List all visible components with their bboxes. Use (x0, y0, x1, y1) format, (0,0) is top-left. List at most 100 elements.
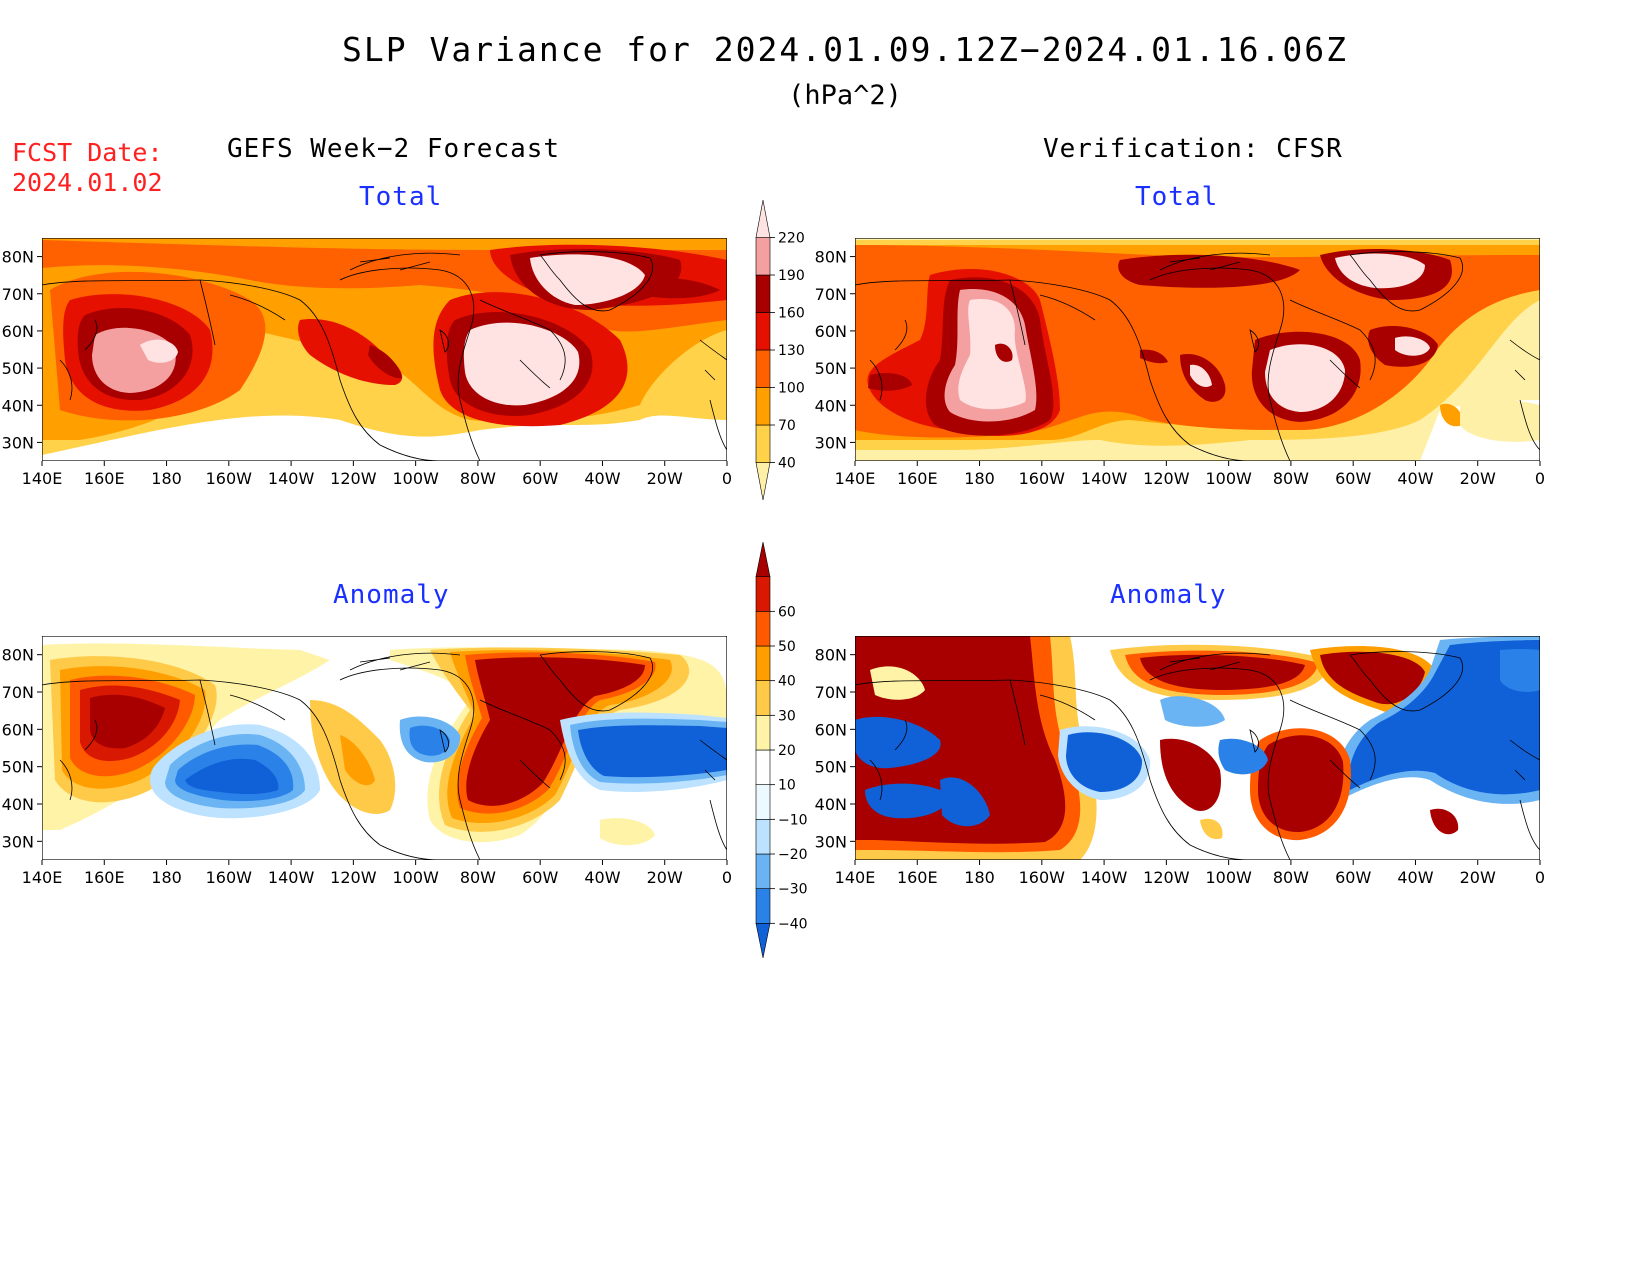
colorbar-total: 40 70 100 130 160 190 220 (755, 199, 805, 501)
lat-tick-label: 40N (815, 795, 847, 814)
lon-tick-label: 180 (151, 868, 182, 887)
lon-tick-label: 40W (584, 469, 620, 488)
lat-tick-label: 60N (815, 322, 847, 341)
panel-title-top-right: Total (1135, 182, 1219, 212)
colorbar-swatch (755, 462, 771, 501)
lon-tick-label: 180 (151, 469, 182, 488)
lat-tick-label: 30N (2, 832, 34, 851)
colorbar-swatch (755, 199, 771, 238)
map-panel-bottom-right (855, 636, 1540, 860)
colorbar-label: −10 (778, 812, 808, 828)
lon-tick-label: 140W (1081, 469, 1128, 488)
colorbar-swatch (755, 680, 771, 716)
lat-tick-label: 80N (2, 646, 34, 665)
lon-tick-label: 80W (1273, 469, 1309, 488)
colorbar-label: −20 (778, 847, 808, 863)
lon-tick-label: 160E (84, 868, 125, 887)
colorbar-label: −40 (778, 916, 808, 932)
lat-tick-label: 30N (815, 832, 847, 851)
colorbar-swatch (755, 645, 771, 681)
lon-tick-label: 0 (1535, 469, 1545, 488)
lon-tick-label: 20W (647, 868, 683, 887)
lon-tick-label: 80W (460, 469, 496, 488)
lon-tick-label: 100W (1205, 469, 1252, 488)
colorbar-swatch (755, 387, 771, 426)
coastlines-top-right (855, 251, 1540, 461)
lat-tick-label: 40N (2, 396, 34, 415)
lon-tick-label: 120W (330, 868, 377, 887)
lon-tick-label: 40W (1397, 469, 1433, 488)
lat-tick-label: 80N (815, 248, 847, 267)
colorbar-label: −30 (778, 882, 808, 898)
lat-tick-label: 60N (2, 720, 34, 739)
lon-tick-label: 120W (1143, 868, 1190, 887)
panel-title-top-left: Total (359, 182, 443, 212)
colorbar-swatch (755, 424, 771, 463)
lon-tick-label: 60W (1335, 868, 1371, 887)
colorbar-label: 70 (778, 418, 796, 434)
lat-tick-label: 30N (2, 433, 34, 452)
colorbar-swatch (755, 237, 771, 276)
colorbar-swatch (755, 576, 771, 612)
lon-tick-label: 140W (268, 868, 315, 887)
lon-tick-label: 60W (522, 868, 558, 887)
lon-tick-label: 40W (584, 868, 620, 887)
colorbar-swatch (755, 888, 771, 924)
colorbar-swatch (755, 611, 771, 647)
lat-tick-label: 70N (2, 683, 34, 702)
colorbar-swatch (755, 853, 771, 889)
lat-tick-label: 50N (2, 758, 34, 777)
lon-tick-label: 180 (964, 868, 995, 887)
lon-tick-label: 0 (722, 868, 732, 887)
colorbar-swatch (755, 312, 771, 351)
lon-tick-label: 80W (1273, 868, 1309, 887)
colorbar-label: 130 (778, 343, 805, 359)
coastlines-top-left (42, 251, 727, 461)
colorbar-label: 100 (778, 381, 805, 397)
map-panel-top-right (855, 238, 1540, 461)
colorbar-swatch (755, 274, 771, 313)
lat-tick-label: 50N (815, 359, 847, 378)
coastlines-bottom-left (42, 651, 727, 860)
lat-tick-label: 60N (2, 322, 34, 341)
colorbar-label: 40 (778, 674, 796, 690)
right-column-header: Verification: CFSR (1043, 134, 1343, 164)
lat-tick-label: 70N (2, 285, 34, 304)
lon-tick-label: 160E (897, 469, 938, 488)
map-panel-top-left (42, 238, 727, 461)
lon-tick-label: 120W (1143, 469, 1190, 488)
fcst-date-value: 2024.01.02 (12, 168, 163, 197)
page-title: SLP Variance for 2024.01.09.12Z−2024.01.… (342, 30, 1348, 69)
left-column-header: GEFS Week−2 Forecast (227, 134, 561, 164)
lon-tick-label: 140W (268, 469, 315, 488)
panel-title-bottom-left: Anomaly (333, 580, 450, 610)
lat-tick-label: 50N (815, 758, 847, 777)
lon-tick-label: 0 (1535, 868, 1545, 887)
colorbar-swatch (755, 541, 771, 577)
lon-tick-label: 160W (1019, 868, 1066, 887)
lon-tick-label: 20W (1460, 469, 1496, 488)
colorbar-label: 30 (778, 708, 796, 724)
lon-tick-label: 100W (1205, 868, 1252, 887)
lon-tick-label: 60W (522, 469, 558, 488)
lon-tick-label: 140E (835, 469, 876, 488)
colorbar-label: 40 (778, 456, 796, 472)
lat-tick-label: 70N (815, 285, 847, 304)
lat-tick-label: 40N (815, 396, 847, 415)
lon-tick-label: 140E (22, 868, 63, 887)
lon-tick-label: 60W (1335, 469, 1371, 488)
colorbar-label: 20 (778, 743, 796, 759)
lon-tick-label: 20W (1460, 868, 1496, 887)
lon-tick-label: 100W (392, 868, 439, 887)
lon-tick-label: 40W (1397, 868, 1433, 887)
coastlines-bottom-right (855, 651, 1540, 860)
lon-tick-label: 120W (330, 469, 377, 488)
colorbar-swatch (755, 819, 771, 855)
map-panel-bottom-left (42, 636, 727, 860)
lat-tick-label: 80N (2, 248, 34, 267)
colorbar-label: 60 (778, 604, 796, 620)
lat-tick-label: 80N (815, 646, 847, 665)
colorbar-label: 160 (778, 306, 805, 322)
lon-tick-label: 160W (206, 469, 253, 488)
lat-tick-label: 60N (815, 720, 847, 739)
